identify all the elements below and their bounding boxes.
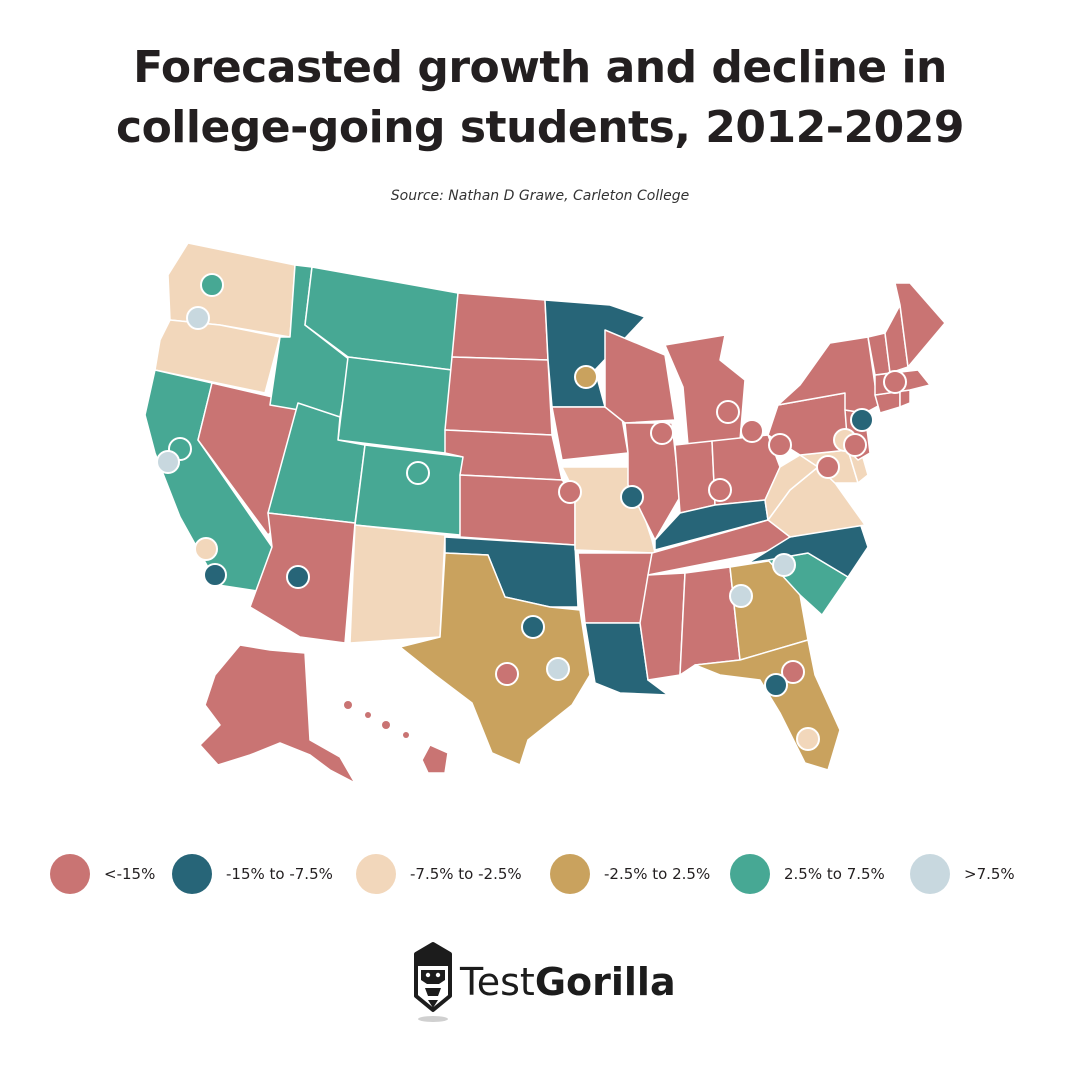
state-in [674, 440, 716, 514]
marker-chicago [650, 421, 674, 445]
state-me [894, 282, 946, 368]
legend-item-gt-7-5: >7.5% [910, 852, 1015, 896]
legend-item-2-5-to-7-5: 2.5% to 7.5% [730, 852, 885, 896]
legend-item-lt-minus-15: <-15% [50, 852, 155, 896]
marker-new-york [843, 433, 867, 457]
brand-footer: TestGorilla [0, 940, 1080, 1030]
marker-louisville [850, 408, 874, 432]
legend: <-15% -15% to -7.5% -7.5% to -2.5% -2.5%… [0, 852, 1080, 896]
state-ak [199, 644, 356, 784]
legend-swatch [730, 854, 770, 894]
legend-label: 2.5% to 7.5% [784, 865, 885, 883]
marker-st-louis [620, 485, 644, 509]
title-line-1: Forecasted growth and decline in [133, 42, 947, 93]
state-nd [451, 292, 549, 361]
legend-item-minus-15-to-minus-7-5: -15% to -7.5% [172, 852, 333, 896]
marker-minneapolis [574, 365, 598, 389]
marker-houston [546, 657, 570, 681]
state-ga [729, 559, 809, 661]
legend-label: -7.5% to -2.5% [410, 865, 522, 883]
marker-seattle [200, 273, 224, 297]
state-co [354, 444, 465, 536]
marker-portland [186, 306, 210, 330]
marker-atlanta [729, 584, 753, 608]
marker-denver [406, 461, 430, 485]
brand-name-test: Test [460, 960, 535, 1004]
marker-san-diego [203, 563, 227, 587]
legend-item-minus-2-5-to-2-5: -2.5% to 2.5% [550, 852, 710, 896]
marker-san-antonio [495, 662, 519, 686]
marker-boston [883, 370, 907, 394]
marker-san-francisco [156, 450, 180, 474]
state-mn [544, 299, 646, 408]
marker-philadelphia [816, 455, 840, 479]
marker-grand-rapids [716, 400, 740, 424]
legend-swatch [550, 854, 590, 894]
legend-item-minus-7-5-to-minus-2-5: -7.5% to -2.5% [356, 852, 522, 896]
title-line-2: college-going students, 2012-2029 [115, 102, 965, 153]
state-mi [664, 334, 746, 446]
hawaii-small-islands [344, 701, 409, 738]
legend-label: -2.5% to 2.5% [604, 865, 711, 883]
brand-name: TestGorilla [460, 958, 676, 1006]
marker-cleveland [768, 433, 792, 457]
legend-swatch [910, 854, 950, 894]
state-ne [444, 429, 563, 481]
state-ms [639, 572, 686, 681]
state-or [154, 319, 281, 394]
marker-jacksonville [781, 660, 805, 684]
marker-miami [796, 727, 820, 751]
marker-detroit [740, 419, 764, 443]
marker-dallas [521, 615, 545, 639]
brand-name-gorilla: Gorilla [534, 960, 676, 1004]
legend-label: >7.5% [964, 865, 1015, 883]
state-hi [421, 744, 449, 774]
gorilla-logo-icon [414, 942, 452, 1022]
state-wy [337, 356, 453, 454]
marker-pittsburgh [708, 478, 732, 502]
us-map-svg [144, 242, 946, 784]
legend-label: -15% to -7.5% [226, 865, 333, 883]
marker-phoenix [286, 565, 310, 589]
legend-swatch [356, 854, 396, 894]
marker-charlotte [772, 553, 796, 577]
marker-los-angeles [194, 537, 218, 561]
state-tx [399, 552, 591, 766]
marker-tampa [764, 673, 788, 697]
state-sd [444, 356, 553, 436]
source-caption: Source: Nathan D Grawe, Carleton College [390, 188, 690, 204]
us-map [100, 235, 980, 805]
state-ks [459, 474, 576, 546]
state-wi [604, 329, 676, 424]
marker-kansas-city [558, 480, 582, 504]
legend-swatch [172, 854, 212, 894]
legend-swatch [50, 854, 90, 894]
state-nm [349, 524, 446, 644]
state-ri [899, 389, 911, 408]
legend-label: <-15% [104, 865, 156, 883]
chart-title: Forecasted growth and decline in college… [40, 38, 1040, 158]
